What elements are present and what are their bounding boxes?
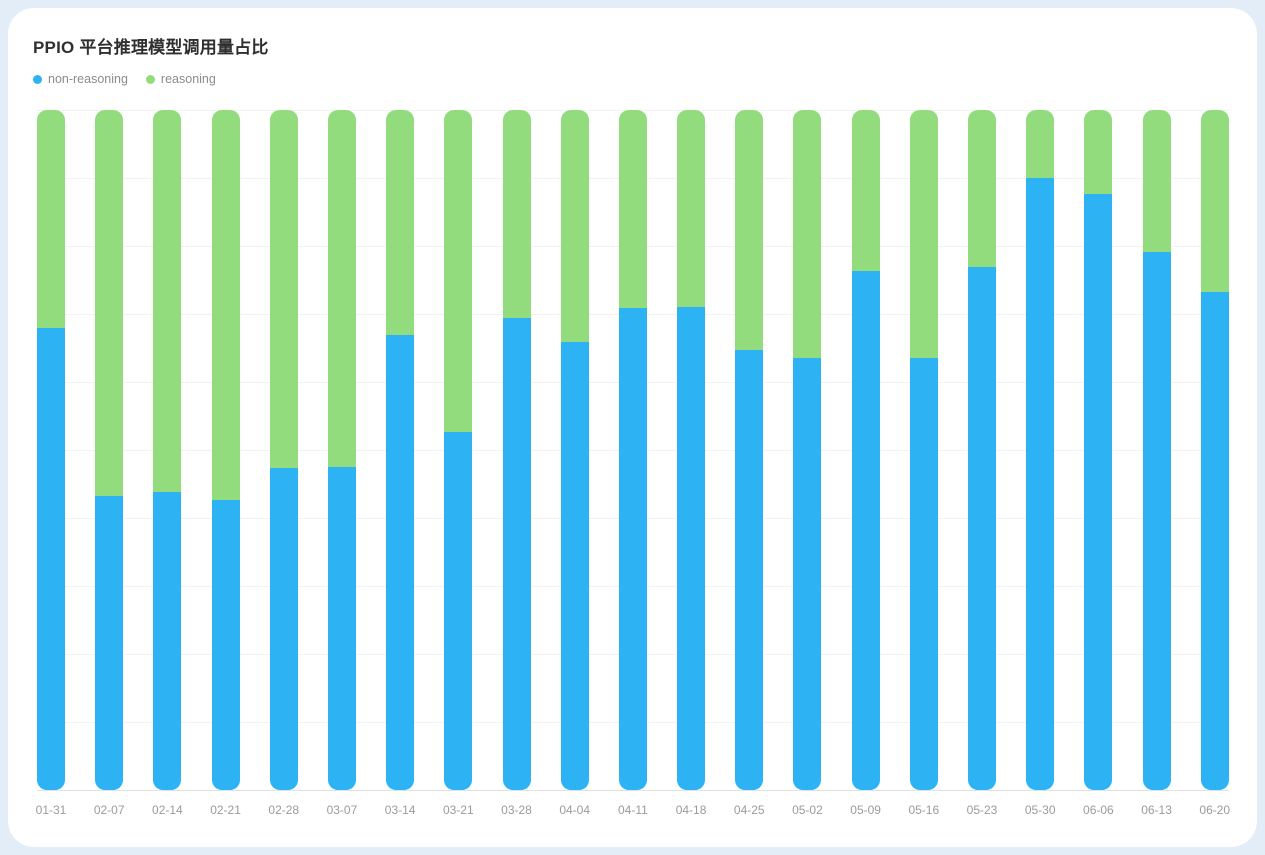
bar-segment-reasoning[interactable] (95, 110, 124, 497)
bar-column: 05-02 (792, 110, 823, 817)
bar-column: 05-23 (967, 110, 997, 817)
bar-segment-non-reasoning[interactable] (909, 358, 938, 790)
bar-segment-reasoning[interactable] (735, 110, 764, 351)
bar-segment-non-reasoning[interactable] (968, 267, 996, 790)
x-axis-label: 03-21 (442, 803, 474, 817)
bar-column: 03-14 (385, 110, 415, 817)
bar-segment-reasoning[interactable] (386, 110, 415, 336)
legend-item-non-reasoning[interactable]: non-reasoning (33, 72, 128, 86)
bar-segment-reasoning[interactable] (1200, 110, 1229, 293)
bar-column: 06-06 (1083, 110, 1114, 817)
legend-item-reasoning[interactable]: reasoning (145, 72, 216, 86)
bar-segment-reasoning[interactable] (269, 110, 298, 468)
bar-segment-reasoning[interactable] (1026, 110, 1055, 178)
bar-segment-non-reasoning[interactable] (211, 500, 240, 790)
bar-column: 04-25 (734, 110, 765, 817)
bar-column: 05-09 (850, 110, 881, 817)
x-axis-label: 05-02 (792, 803, 823, 817)
bar-segment-reasoning[interactable] (444, 110, 473, 433)
bar-segment-non-reasoning[interactable] (793, 358, 822, 790)
bar-column: 03-28 (501, 110, 532, 817)
chart-title: PPIO 平台推理模型调用量占比 (33, 38, 269, 57)
bar-segment-non-reasoning[interactable] (327, 467, 356, 790)
bar-column: 02-07 (94, 110, 125, 817)
x-axis-line (37, 790, 1229, 791)
bar-segment-non-reasoning[interactable] (386, 335, 415, 790)
x-axis-label: 04-04 (559, 803, 591, 817)
bar-segment-non-reasoning[interactable] (37, 327, 65, 790)
x-axis-label: 02-21 (210, 803, 241, 817)
bar-segment-non-reasoning[interactable] (153, 492, 182, 790)
legend-dot-reasoning-icon (145, 74, 155, 84)
bar-column: 04-04 (559, 110, 590, 817)
bar-column: 02-14 (152, 110, 183, 817)
bar-segment-reasoning[interactable] (851, 110, 880, 272)
x-axis-label: 06-13 (1141, 803, 1172, 817)
x-axis-label: 04-18 (675, 803, 707, 817)
legend-label: non-reasoning (48, 72, 128, 86)
bar-segment-reasoning[interactable] (618, 110, 647, 308)
x-axis-label: 03-14 (384, 803, 416, 817)
x-axis-label: 05-30 (1024, 803, 1056, 817)
bar-segment-reasoning[interactable] (677, 110, 706, 308)
bar-segment-reasoning[interactable] (502, 110, 531, 319)
x-axis-label: 05-16 (908, 803, 940, 817)
bar-column: 01-31 (36, 110, 66, 817)
bar-segment-non-reasoning[interactable] (1084, 194, 1113, 790)
bar-segment-reasoning[interactable] (909, 110, 938, 359)
x-axis-label: 05-09 (850, 803, 881, 817)
bar-segment-reasoning[interactable] (37, 110, 65, 328)
legend-label: reasoning (160, 72, 216, 86)
plot-area: 01-31 02-07 02-14 02-21 02-28 03-07 03-14 03-21… (36, 110, 1230, 817)
bar-segment-reasoning[interactable] (793, 110, 822, 359)
bar-segment-reasoning[interactable] (327, 110, 356, 467)
bar-column: 05-30 (1025, 110, 1056, 817)
x-axis-label: 04-11 (617, 803, 648, 817)
bar-column: 04-11 (618, 110, 648, 817)
x-axis-label: 02-07 (93, 803, 125, 817)
bar-segment-non-reasoning[interactable] (95, 496, 124, 790)
bar-segment-reasoning[interactable] (968, 110, 996, 268)
legend-dot-non-reasoning-icon (33, 74, 42, 84)
bar-column: 02-21 (210, 110, 241, 817)
x-axis-label: 06-20 (1199, 803, 1231, 817)
bar-column: 05-16 (908, 110, 939, 817)
bar-segment-non-reasoning[interactable] (677, 307, 706, 790)
bar-segment-reasoning[interactable] (1142, 110, 1171, 253)
x-axis-label: 03-28 (501, 803, 532, 817)
bar-segment-non-reasoning[interactable] (735, 350, 764, 790)
chart-card: PPIO 平台推理模型调用量占比 non-reasoning reasoning… (8, 8, 1257, 847)
bar-segment-reasoning[interactable] (560, 110, 589, 342)
bar-segment-non-reasoning[interactable] (269, 467, 298, 790)
x-axis-label: 02-28 (268, 803, 300, 817)
x-axis-label: 06-06 (1083, 803, 1114, 817)
bar-column: 06-20 (1199, 110, 1230, 817)
x-axis-label: 05-23 (966, 803, 998, 817)
bar-segment-non-reasoning[interactable] (1200, 292, 1229, 790)
x-axis-label: 03-07 (326, 803, 358, 817)
bar-segment-non-reasoning[interactable] (618, 307, 647, 790)
bar-segment-non-reasoning[interactable] (1026, 178, 1055, 790)
bar-column: 04-18 (676, 110, 706, 817)
bar-segment-reasoning[interactable] (211, 110, 240, 501)
x-axis-label: 04-25 (733, 803, 765, 817)
bar-segment-reasoning[interactable] (1084, 110, 1113, 195)
bar-segment-non-reasoning[interactable] (851, 271, 880, 790)
bar-segment-non-reasoning[interactable] (1142, 252, 1171, 790)
bar-segment-non-reasoning[interactable] (502, 318, 531, 790)
bars-row: 01-31 02-07 02-14 02-21 02-28 03-07 03-14 03-21… (36, 110, 1230, 817)
bar-segment-non-reasoning[interactable] (560, 341, 589, 790)
bar-column: 02-28 (268, 110, 299, 817)
bar-segment-non-reasoning[interactable] (444, 432, 473, 790)
bar-column: 06-13 (1141, 110, 1172, 817)
legend: non-reasoning reasoning (33, 70, 1229, 88)
x-axis-label: 02-14 (152, 803, 183, 817)
bar-column: 03-21 (443, 110, 474, 817)
x-axis-label: 01-31 (35, 803, 67, 817)
bar-segment-reasoning[interactable] (153, 110, 182, 493)
bar-column: 03-07 (327, 110, 357, 817)
